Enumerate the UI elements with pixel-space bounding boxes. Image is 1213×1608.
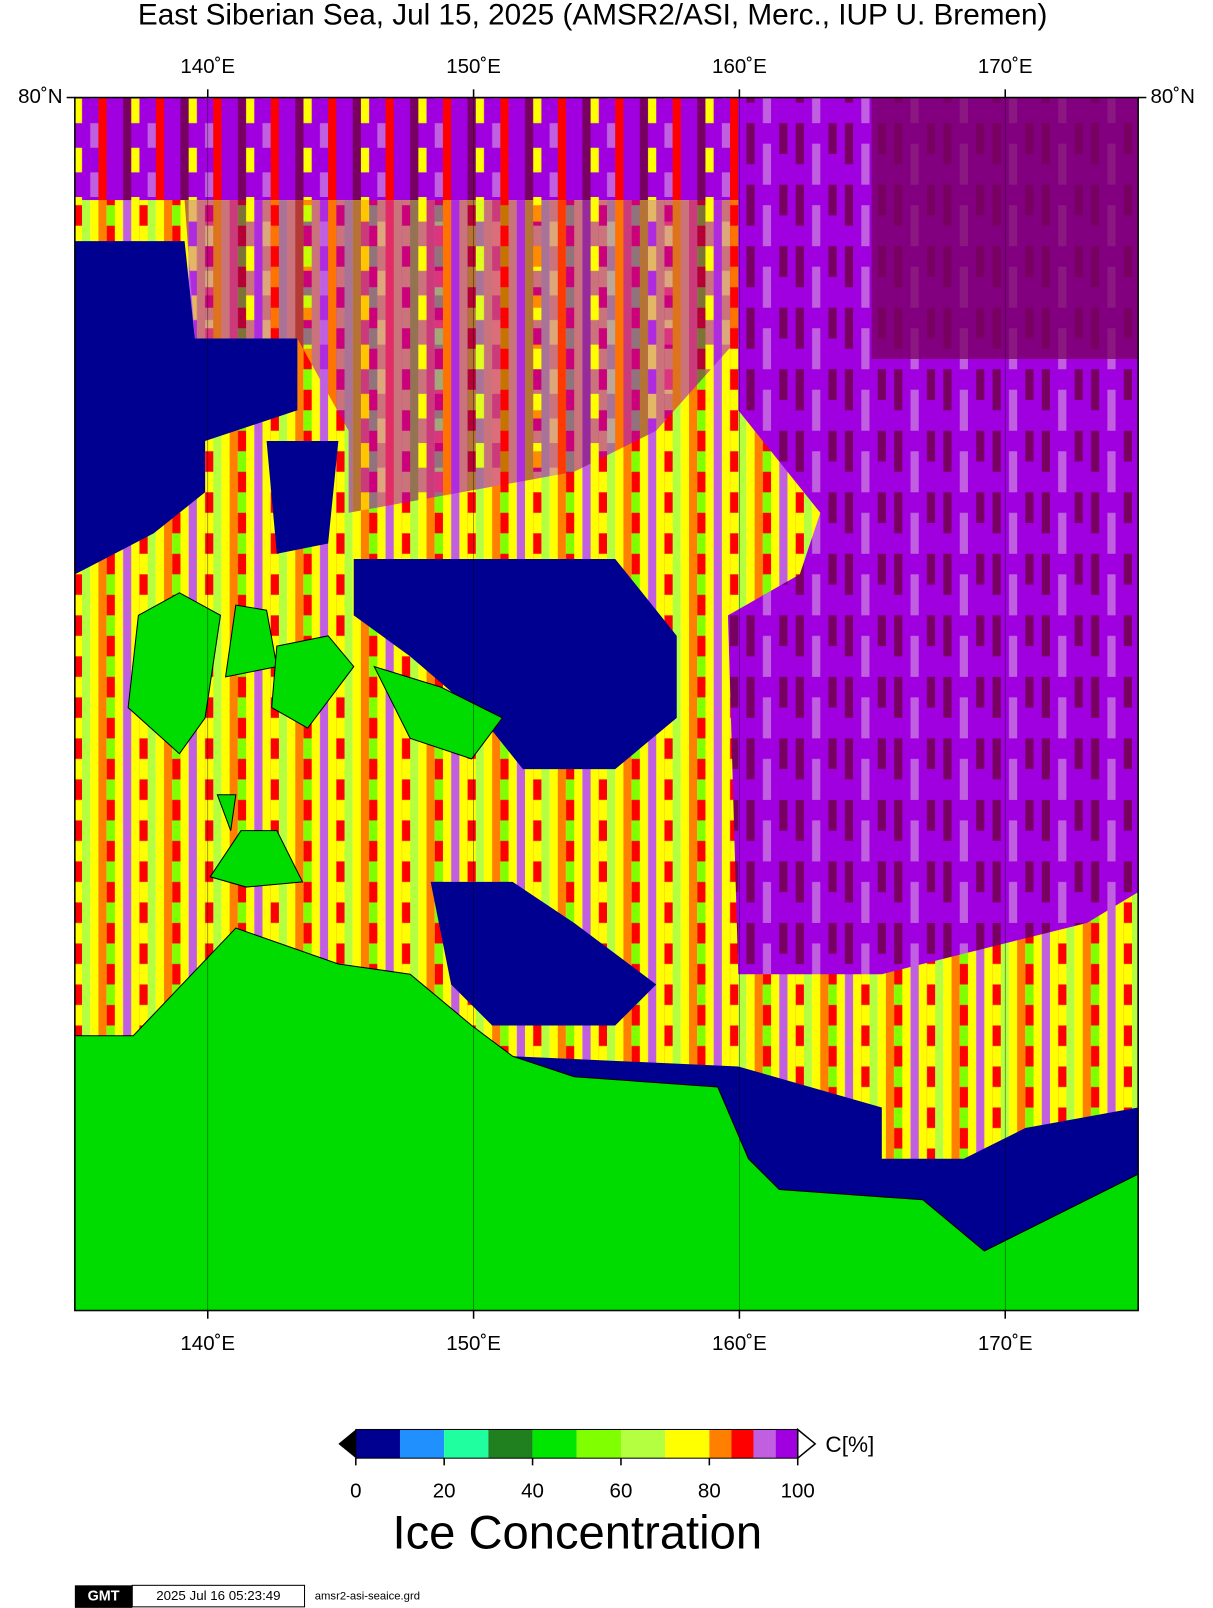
map-axes: 140˚E 140˚E 150˚E 150˚E 160˚E 160˚E 170˚E 170˚E… — [18, 55, 1195, 1355]
colorbar-bin — [753, 1429, 776, 1459]
island — [216, 794, 237, 831]
colorbar-over — [796, 1427, 817, 1460]
colorbar-tick-label: 20 — [433, 1479, 456, 1502]
gmt-logo: GMT — [88, 1588, 120, 1604]
ice-high — [184, 200, 739, 513]
open-water — [353, 558, 677, 770]
colorbar-under — [338, 1429, 356, 1459]
open-water — [74, 241, 298, 575]
colorbar-bin — [665, 1429, 710, 1459]
x-tick-label: 140˚E — [180, 55, 235, 78]
y-tick-label: 80˚N — [18, 85, 62, 108]
timestamp: 2025 Jul 16 05:23:49 — [156, 1588, 280, 1603]
colorbar-tick-label: 0 — [350, 1479, 361, 1502]
x-tick-label: 150˚E — [446, 1332, 501, 1355]
file-name: amsr2-asi-seaice.grd — [315, 1591, 420, 1603]
colorbar-tick-label: 100 — [781, 1479, 815, 1502]
x-tick-label: 170˚E — [978, 55, 1033, 78]
y-tick-label: 80˚N — [1150, 85, 1194, 108]
colorbar: C[%] Ice Concentration 0 20 40 60 80 100 — [338, 1427, 874, 1559]
map-title: East Siberian Sea, Jul 15, 2025 (AMSR2/A… — [138, 0, 1048, 31]
colorbar-tick-label: 40 — [521, 1479, 544, 1502]
ice-high — [74, 97, 742, 201]
footer: GMT 2025 Jul 16 05:23:49 amsr2-asi-seaic… — [74, 1584, 420, 1608]
x-tick-label: 160˚E — [712, 55, 767, 78]
island — [373, 665, 504, 760]
colorbar-tick-label: 80 — [698, 1479, 721, 1502]
open-water — [430, 881, 657, 1026]
x-tick-label: 140˚E — [180, 1332, 235, 1355]
map-area — [74, 96, 1139, 1312]
colorbar-bin — [775, 1429, 798, 1459]
x-tick-label: 160˚E — [712, 1332, 767, 1355]
ice-high — [871, 97, 1139, 359]
island — [127, 592, 222, 755]
island — [271, 635, 355, 729]
colorbar-bin — [532, 1429, 577, 1459]
colorbar-label: Ice Concentration — [392, 1506, 762, 1559]
colorbar-bin — [576, 1429, 621, 1459]
timestamp-box — [131, 1584, 306, 1608]
open-water — [266, 441, 339, 554]
colorbar-unit: C[%] — [825, 1432, 874, 1457]
colorbar-bin — [731, 1429, 754, 1459]
colorbar-bin — [355, 1429, 400, 1459]
colorbar-bin — [709, 1429, 732, 1459]
map-frame — [74, 96, 1139, 1312]
gmt-logo-box — [74, 1585, 133, 1608]
colorbar-bin — [399, 1429, 445, 1459]
x-tick-label: 170˚E — [978, 1332, 1033, 1355]
colorbar-bin — [444, 1429, 489, 1459]
island — [209, 830, 304, 888]
colorbar-bin — [488, 1429, 533, 1459]
colorbar-bin — [620, 1429, 666, 1459]
colorbar-tick-label: 60 — [610, 1479, 633, 1502]
x-tick-label: 150˚E — [446, 55, 501, 78]
